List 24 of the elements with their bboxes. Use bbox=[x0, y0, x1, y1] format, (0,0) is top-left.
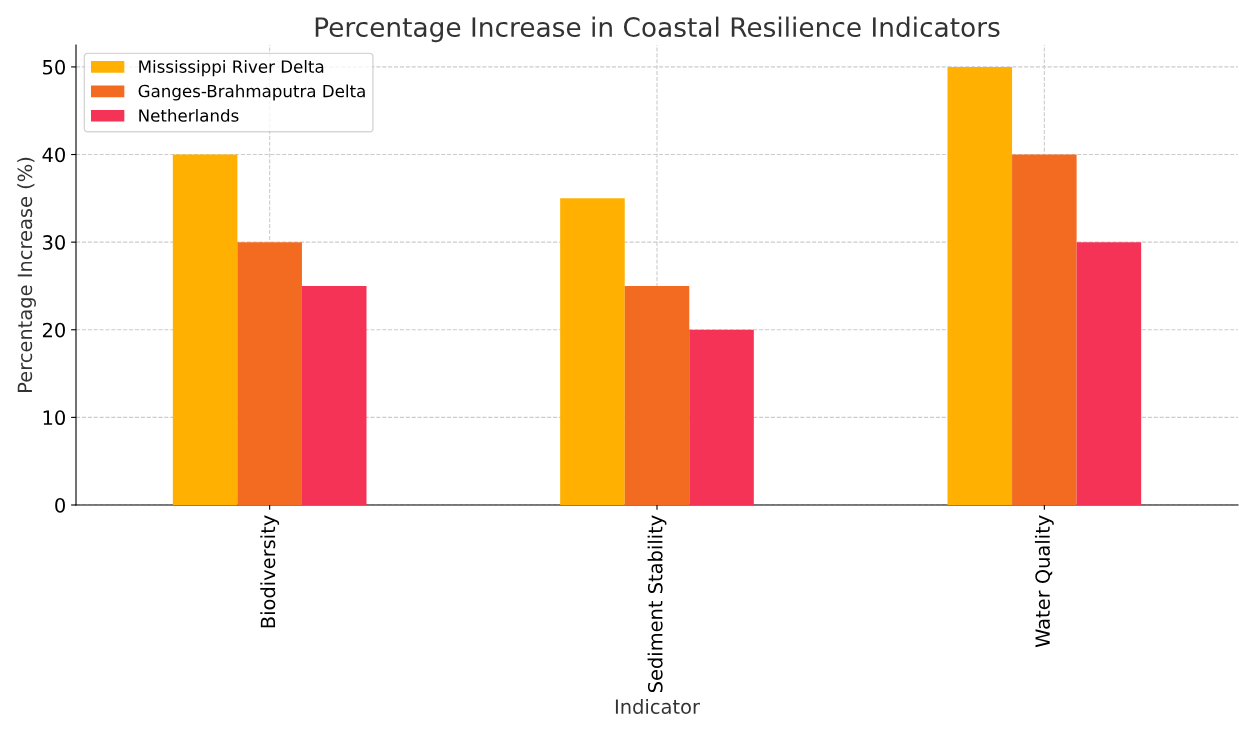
legend-label: Mississippi River Delta bbox=[139, 60, 324, 77]
legend-label: Netherlands bbox=[139, 108, 239, 122]
bar bbox=[1076, 242, 1142, 505]
bar bbox=[237, 242, 302, 505]
x-tick-label: Water Quality bbox=[1034, 515, 1054, 648]
bar bbox=[560, 198, 625, 505]
y-tick-label: 10 bbox=[43, 410, 65, 426]
y-tick-label: 20 bbox=[42, 322, 65, 338]
bar bbox=[172, 154, 238, 505]
y-tick-label: 40 bbox=[42, 147, 65, 163]
y-tick-label: 50 bbox=[43, 59, 65, 75]
bar bbox=[689, 329, 754, 505]
y-tick-label: 0 bbox=[55, 497, 65, 513]
chart-title: Percentage Increase in Coastal Resilience Indicators bbox=[315, 16, 1000, 43]
legend-label: Ganges-Brahmaputra Delta bbox=[138, 84, 365, 101]
x-tick-label: Biodiversity bbox=[260, 515, 280, 628]
bar bbox=[624, 285, 690, 505]
bar bbox=[301, 285, 367, 505]
bar bbox=[947, 66, 1013, 505]
x-axis-title: Indicator bbox=[615, 698, 700, 714]
y-axis-title: Percentage Increase (%) bbox=[17, 157, 36, 392]
y-tick-label: 30 bbox=[43, 235, 65, 250]
x-tick-label: Sediment Stability bbox=[647, 515, 667, 693]
bar bbox=[1012, 154, 1077, 505]
